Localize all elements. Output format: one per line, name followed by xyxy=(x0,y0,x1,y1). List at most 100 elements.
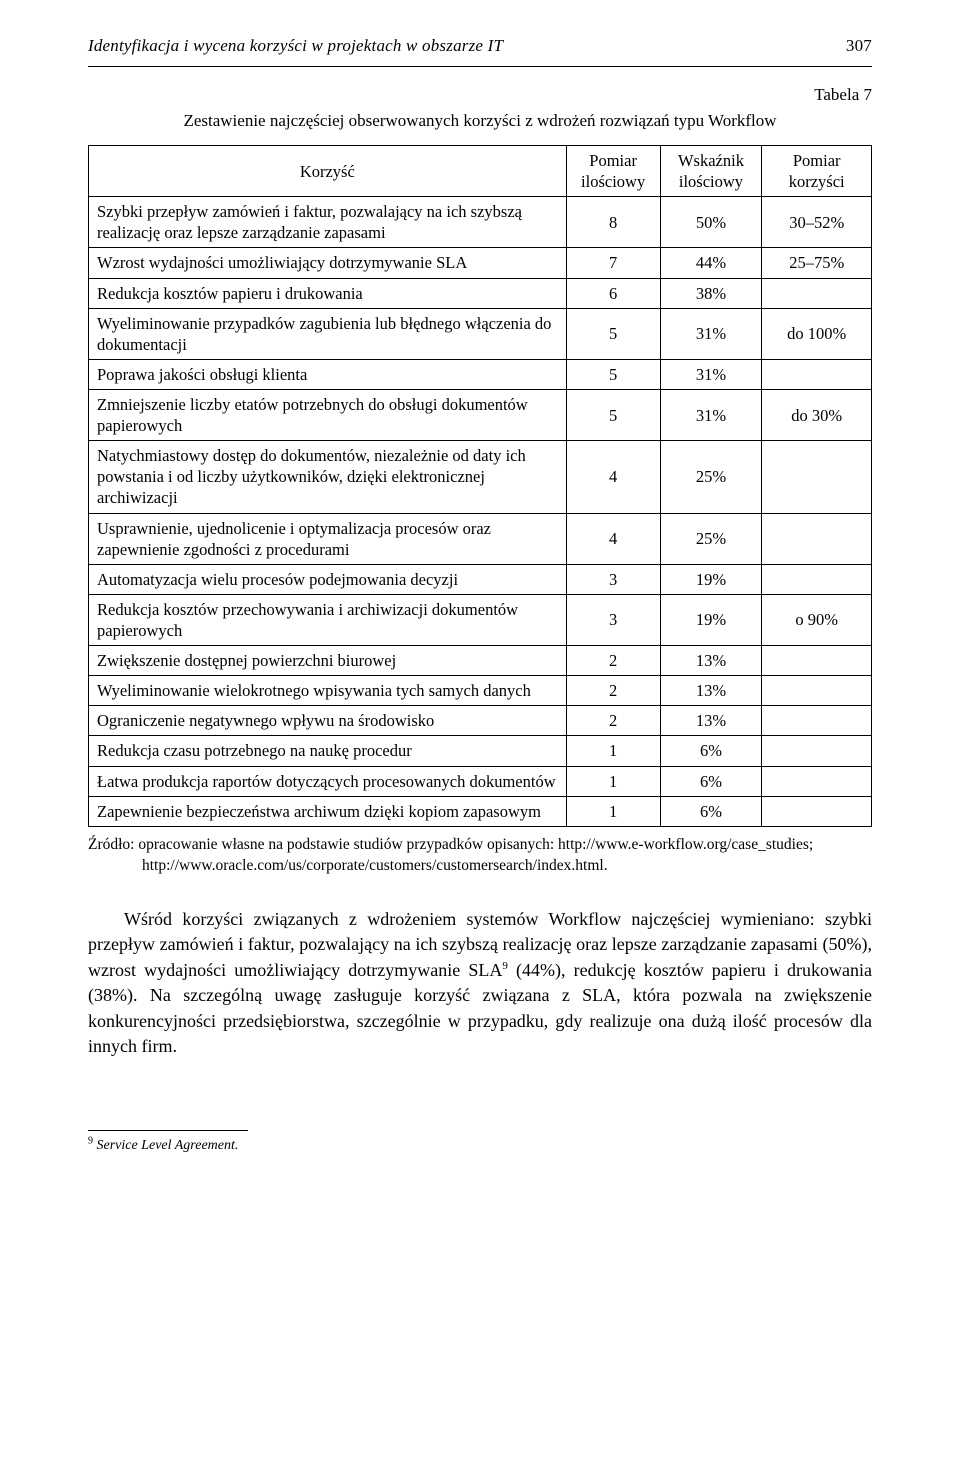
cell-pct: 31% xyxy=(660,389,762,440)
footnote-text: Service Level Agreement. xyxy=(97,1138,239,1153)
cell-pct: 13% xyxy=(660,646,762,676)
table-row: Wyeliminowanie przypadków zagubienia lub… xyxy=(89,308,872,359)
table-row: Zapewnienie bezpieczeństwa archiwum dzię… xyxy=(89,796,872,826)
table-row: Redukcja kosztów przechowywania i archiw… xyxy=(89,594,872,645)
table-row: Łatwa produkcja raportów dotyczących pro… xyxy=(89,766,872,796)
cell-benefit: Łatwa produkcja raportów dotyczących pro… xyxy=(89,766,567,796)
cell-pct: 19% xyxy=(660,594,762,645)
cell-pct: 6% xyxy=(660,766,762,796)
cell-count: 5 xyxy=(566,308,660,359)
footnote-marker: 9 xyxy=(88,1135,93,1146)
table-row: Redukcja czasu potrzebnego na naukę proc… xyxy=(89,736,872,766)
cell-count: 1 xyxy=(566,736,660,766)
cell-value xyxy=(762,646,872,676)
cell-pct: 50% xyxy=(660,197,762,248)
cell-pct: 31% xyxy=(660,308,762,359)
table-row: Ograniczenie negatywnego wpływu na środo… xyxy=(89,706,872,736)
cell-benefit: Zmniejszenie liczby etatów potrzebnych d… xyxy=(89,389,567,440)
cell-value xyxy=(762,359,872,389)
running-head: Identyfikacja i wycena korzyści w projek… xyxy=(88,36,872,56)
cell-value xyxy=(762,513,872,564)
page-number: 307 xyxy=(846,36,872,56)
table-row: Wzrost wydajności umożliwiający dotrzymy… xyxy=(89,248,872,278)
running-title: Identyfikacja i wycena korzyści w projek… xyxy=(88,36,503,56)
cell-benefit: Redukcja czasu potrzebnego na naukę proc… xyxy=(89,736,567,766)
cell-count: 3 xyxy=(566,594,660,645)
cell-pct: 25% xyxy=(660,441,762,513)
cell-count: 4 xyxy=(566,513,660,564)
cell-pct: 6% xyxy=(660,736,762,766)
cell-count: 7 xyxy=(566,248,660,278)
cell-pct: 38% xyxy=(660,278,762,308)
cell-benefit: Poprawa jakości obsługi klienta xyxy=(89,359,567,389)
cell-value: 30–52% xyxy=(762,197,872,248)
table-row: Poprawa jakości obsługi klienta531% xyxy=(89,359,872,389)
cell-pct: 44% xyxy=(660,248,762,278)
cell-value: do 100% xyxy=(762,308,872,359)
cell-pct: 31% xyxy=(660,359,762,389)
table-row: Wyeliminowanie wielokrotnego wpisywania … xyxy=(89,676,872,706)
col-value: Pomiar korzyści xyxy=(762,146,872,197)
cell-count: 3 xyxy=(566,564,660,594)
cell-pct: 13% xyxy=(660,706,762,736)
cell-value: 25–75% xyxy=(762,248,872,278)
source-label: Źródło: xyxy=(88,836,135,853)
cell-count: 2 xyxy=(566,676,660,706)
cell-benefit: Zapewnienie bezpieczeństwa archiwum dzię… xyxy=(89,796,567,826)
table-row: Zwiększenie dostępnej powierzchni biurow… xyxy=(89,646,872,676)
cell-pct: 19% xyxy=(660,564,762,594)
page: Identyfikacja i wycena korzyści w projek… xyxy=(0,0,960,1467)
cell-pct: 13% xyxy=(660,676,762,706)
cell-benefit: Wyeliminowanie przypadków zagubienia lub… xyxy=(89,308,567,359)
footnote-rule xyxy=(88,1130,248,1131)
table-row: Usprawnienie, ujednolicenie i optymaliza… xyxy=(89,513,872,564)
table-row: Redukcja kosztów papieru i drukowania638… xyxy=(89,278,872,308)
cell-count: 1 xyxy=(566,796,660,826)
table-header-row: Korzyść Pomiar ilościowy Wskaźnik ilości… xyxy=(89,146,872,197)
benefits-table: Korzyść Pomiar ilościowy Wskaźnik ilości… xyxy=(88,145,872,827)
cell-value xyxy=(762,441,872,513)
cell-benefit: Redukcja kosztów papieru i drukowania xyxy=(89,278,567,308)
cell-count: 8 xyxy=(566,197,660,248)
col-pct: Wskaźnik ilościowy xyxy=(660,146,762,197)
cell-benefit: Automatyzacja wielu procesów podejmowani… xyxy=(89,564,567,594)
cell-value xyxy=(762,564,872,594)
col-benefit: Korzyść xyxy=(89,146,567,197)
cell-benefit: Usprawnienie, ujednolicenie i optymaliza… xyxy=(89,513,567,564)
cell-benefit: Redukcja kosztów przechowywania i archiw… xyxy=(89,594,567,645)
cell-value xyxy=(762,676,872,706)
cell-value: o 90% xyxy=(762,594,872,645)
cell-benefit: Ograniczenie negatywnego wpływu na środo… xyxy=(89,706,567,736)
cell-value xyxy=(762,766,872,796)
cell-benefit: Zwiększenie dostępnej powierzchni biurow… xyxy=(89,646,567,676)
cell-value xyxy=(762,796,872,826)
table-row: Szybki przepływ zamówień i faktur, pozwa… xyxy=(89,197,872,248)
cell-pct: 6% xyxy=(660,796,762,826)
cell-benefit: Szybki przepływ zamówień i faktur, pozwa… xyxy=(89,197,567,248)
cell-count: 6 xyxy=(566,278,660,308)
cell-count: 5 xyxy=(566,389,660,440)
cell-count: 2 xyxy=(566,706,660,736)
cell-value: do 30% xyxy=(762,389,872,440)
cell-count: 1 xyxy=(566,766,660,796)
cell-value xyxy=(762,736,872,766)
table-title: Zestawienie najczęściej obserwowanych ko… xyxy=(88,111,872,131)
cell-count: 4 xyxy=(566,441,660,513)
header-rule xyxy=(88,66,872,67)
table-row: Natychmiastowy dostęp do dokumentów, nie… xyxy=(89,441,872,513)
cell-value xyxy=(762,278,872,308)
cell-benefit: Wzrost wydajności umożliwiający dotrzymy… xyxy=(89,248,567,278)
cell-benefit: Natychmiastowy dostęp do dokumentów, nie… xyxy=(89,441,567,513)
cell-count: 5 xyxy=(566,359,660,389)
body-paragraph: Wśród korzyści związanych z wdrożeniem s… xyxy=(88,907,872,1060)
footnote: 9 Service Level Agreement. xyxy=(88,1137,872,1155)
table-row: Zmniejszenie liczby etatów potrzebnych d… xyxy=(89,389,872,440)
cell-pct: 25% xyxy=(660,513,762,564)
table-label: Tabela 7 xyxy=(88,85,872,105)
cell-count: 2 xyxy=(566,646,660,676)
col-count: Pomiar ilościowy xyxy=(566,146,660,197)
cell-benefit: Wyeliminowanie wielokrotnego wpisywania … xyxy=(89,676,567,706)
source-text: opracowanie własne na podstawie studiów … xyxy=(138,836,813,874)
cell-value xyxy=(762,706,872,736)
table-row: Automatyzacja wielu procesów podejmowani… xyxy=(89,564,872,594)
